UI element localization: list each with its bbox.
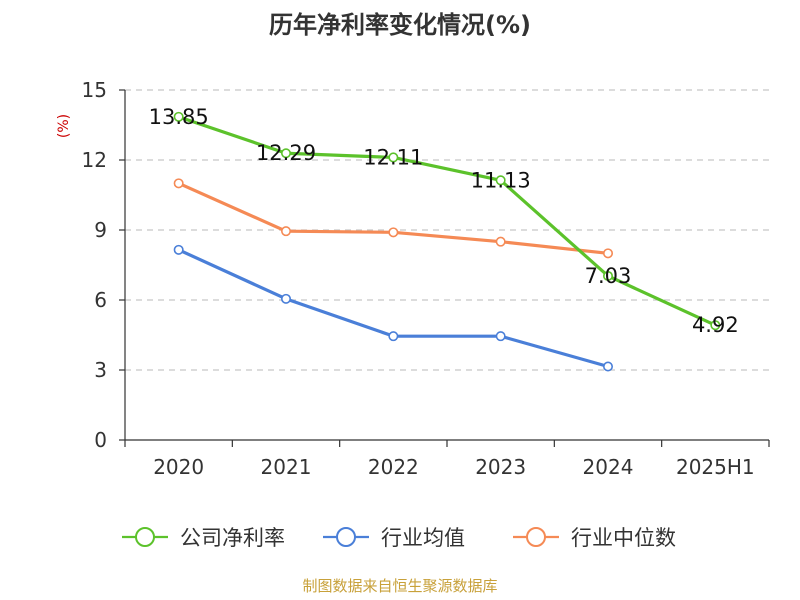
series-1-point bbox=[495, 331, 506, 342]
legend-item[interactable]: 行业均值 bbox=[323, 526, 465, 550]
y-axis-unit: (%) bbox=[56, 114, 72, 138]
x-tick-label: 2024 bbox=[583, 455, 634, 479]
legend-label: 公司净利率 bbox=[180, 526, 285, 550]
series-1-line bbox=[178, 248, 609, 369]
series-1-point bbox=[602, 361, 613, 372]
y-tick-label: 9 bbox=[94, 218, 107, 242]
series-2-point bbox=[280, 226, 291, 237]
y-tick-label: 6 bbox=[94, 288, 107, 312]
x-tick-label: 2020 bbox=[153, 455, 204, 479]
series-0-point bbox=[173, 111, 184, 122]
legend[interactable]: 公司净利率 行业均值 行业中位数 bbox=[122, 526, 676, 550]
y-tick-label: 15 bbox=[82, 78, 107, 102]
grid-lines bbox=[125, 89, 769, 371]
series-1-point bbox=[173, 244, 184, 255]
data-label: 13.85 bbox=[149, 105, 209, 129]
data-label: 11.13 bbox=[471, 168, 531, 192]
legend-swatch-marker bbox=[135, 527, 155, 547]
legend-item[interactable]: 行业中位数 bbox=[513, 526, 676, 550]
series-0-point bbox=[710, 320, 721, 331]
y-tick-label: 12 bbox=[82, 148, 107, 172]
x-tick-label: 2022 bbox=[368, 455, 419, 479]
legend-label: 行业均值 bbox=[381, 526, 465, 550]
x-tick-label: 2023 bbox=[475, 455, 526, 479]
series-0-point bbox=[280, 148, 291, 159]
chart-title: 历年净利率变化情况(%) bbox=[269, 11, 531, 39]
source-note: 制图数据来自恒生聚源数据库 bbox=[302, 577, 497, 595]
y-tick-label: 0 bbox=[94, 428, 107, 452]
series-0-line bbox=[178, 115, 717, 327]
legend-item[interactable]: 公司净利率 bbox=[122, 526, 285, 550]
legend-swatch-marker bbox=[526, 527, 546, 547]
data-label: 7.03 bbox=[585, 264, 632, 288]
series-0-point bbox=[495, 175, 506, 186]
legend-label: 行业中位数 bbox=[571, 526, 676, 550]
x-tick-label: 2021 bbox=[261, 455, 312, 479]
series-1-point bbox=[388, 331, 399, 342]
data-label: 12.29 bbox=[256, 141, 316, 165]
series-2-point bbox=[173, 178, 184, 189]
series-2-point bbox=[388, 227, 399, 238]
series-0-point bbox=[388, 152, 399, 163]
series-1-point bbox=[280, 293, 291, 304]
data-label: 12.11 bbox=[363, 145, 423, 169]
series-2-point bbox=[495, 236, 506, 247]
legend-swatch-marker bbox=[336, 527, 356, 547]
x-tick-label: 2025H1 bbox=[676, 455, 755, 479]
series-layer bbox=[173, 111, 721, 372]
series-0-point bbox=[602, 270, 613, 281]
y-tick-label: 3 bbox=[94, 358, 107, 382]
data-label: 4.92 bbox=[692, 313, 739, 337]
data-labels: 13.85 12.29 12.11 11.13 7.03 4.92 bbox=[149, 105, 739, 337]
axes: 0 3 6 9 12 15 2020 2021 2022 2023 2024 2025H1 bbox=[82, 78, 770, 479]
series-2-point bbox=[602, 248, 613, 259]
